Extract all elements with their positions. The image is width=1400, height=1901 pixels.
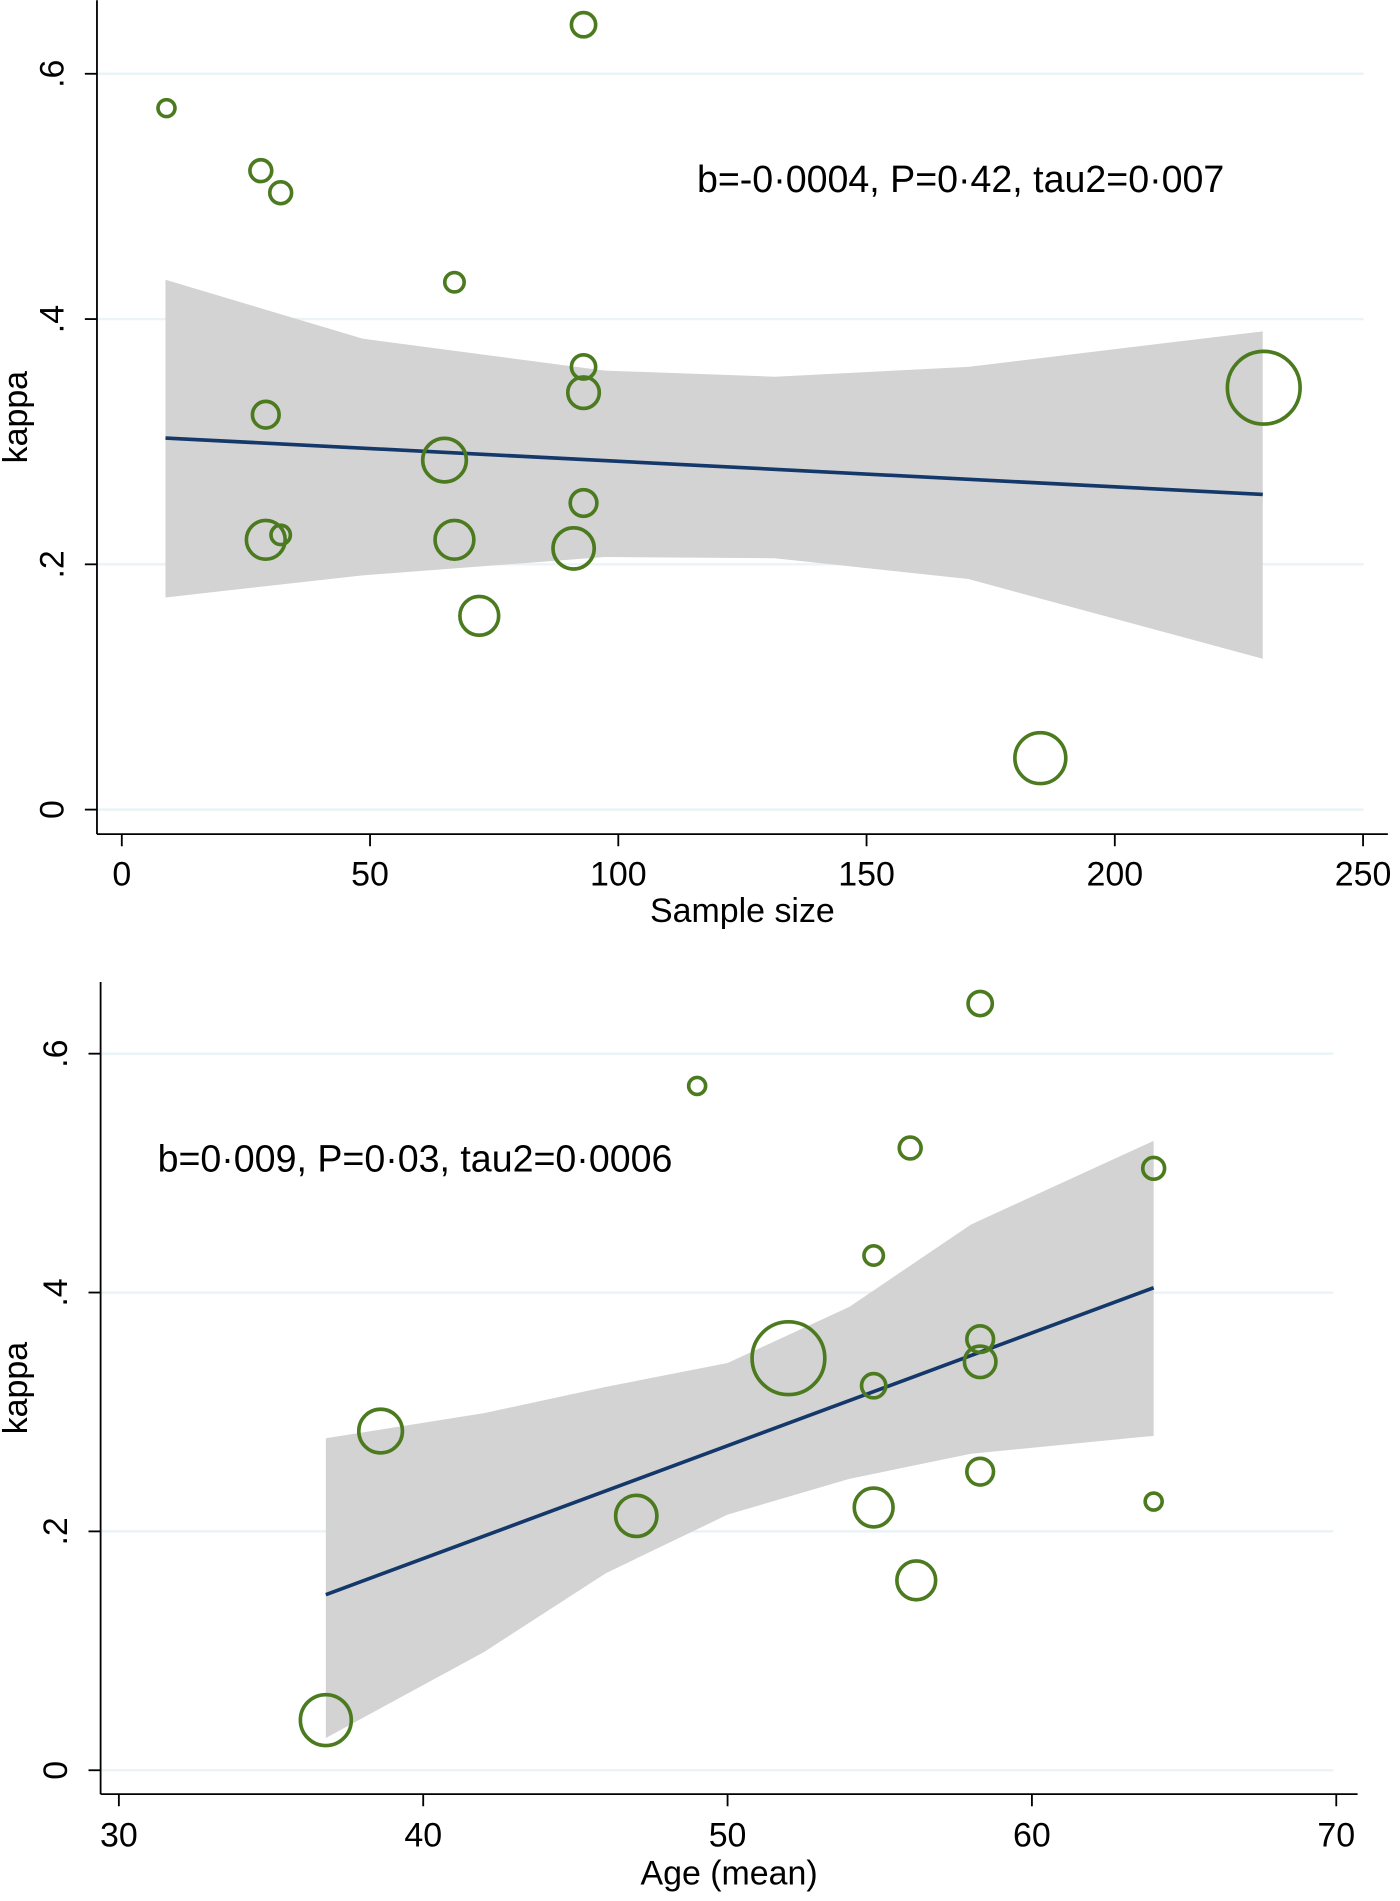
- x-tick-label: 60: [1013, 1817, 1051, 1855]
- data-point: [1013, 730, 1068, 786]
- fit-line: [325, 1286, 1155, 1597]
- y-tick-label: .2: [37, 1517, 75, 1545]
- fit-line: [165, 436, 1263, 497]
- data-point: [248, 157, 274, 184]
- data-point: [458, 594, 501, 638]
- data-point: [1143, 1491, 1164, 1512]
- data-point: [298, 1692, 354, 1748]
- y-tick-label: 0: [34, 800, 72, 819]
- data-point: [1140, 1155, 1167, 1182]
- y-tick-label: .4: [37, 1278, 75, 1306]
- data-point: [356, 1407, 405, 1455]
- data-point: [895, 1559, 938, 1602]
- x-tick-label: 0: [112, 856, 131, 894]
- x-tick-label: 150: [838, 856, 895, 894]
- x-tick-label: 30: [100, 1817, 138, 1855]
- y-tick-label: .6: [34, 60, 72, 88]
- data-point: [852, 1486, 895, 1529]
- data-point: [750, 1320, 827, 1397]
- data-point: [862, 1243, 886, 1268]
- data-point: [859, 1371, 888, 1400]
- y-tick-label: .2: [34, 550, 72, 578]
- x-tick-label: 250: [1335, 856, 1392, 894]
- data-point: [613, 1493, 659, 1539]
- confidence-band: [165, 279, 1263, 659]
- x-tick-label: 100: [590, 856, 647, 894]
- x-axis-title: Sample size: [650, 892, 835, 930]
- data-point: [442, 270, 466, 294]
- annotation: b=-0·0004, P=0·42, tau2=0·007: [697, 158, 1224, 200]
- data-point: [565, 375, 602, 411]
- data-point: [551, 525, 597, 571]
- x-tick-label: 50: [709, 1817, 747, 1855]
- data-point: [686, 1075, 708, 1097]
- data-point: [250, 399, 281, 430]
- y-axis-title: kappa: [0, 371, 35, 464]
- data-point: [965, 1323, 996, 1355]
- data-point: [568, 487, 599, 519]
- y-tick-label: 0: [37, 1761, 75, 1780]
- data-point: [897, 1135, 923, 1161]
- data-point: [569, 352, 598, 381]
- data-point: [244, 518, 287, 562]
- data-point: [966, 989, 995, 1018]
- data-point: [962, 1344, 998, 1380]
- data-point: [1225, 349, 1302, 426]
- x-axis-title: Age (mean): [640, 1854, 817, 1892]
- x-tick-label: 70: [1317, 1817, 1355, 1855]
- data-point: [433, 518, 476, 562]
- data-point: [269, 523, 293, 547]
- annotation: b=0·009, P=0·03, tau2=0·0006: [158, 1137, 673, 1179]
- y-tick-label: .4: [34, 305, 72, 333]
- data-point: [156, 97, 177, 119]
- x-tick-label: 200: [1086, 856, 1143, 894]
- data-point: [569, 10, 598, 39]
- y-axis-title: kappa: [0, 1342, 35, 1435]
- data-point: [420, 436, 469, 484]
- x-tick-label: 40: [404, 1817, 442, 1855]
- y-tick-label: .6: [37, 1040, 75, 1068]
- x-tick-label: 50: [351, 856, 389, 894]
- data-point: [965, 1456, 996, 1487]
- data-point: [267, 180, 294, 206]
